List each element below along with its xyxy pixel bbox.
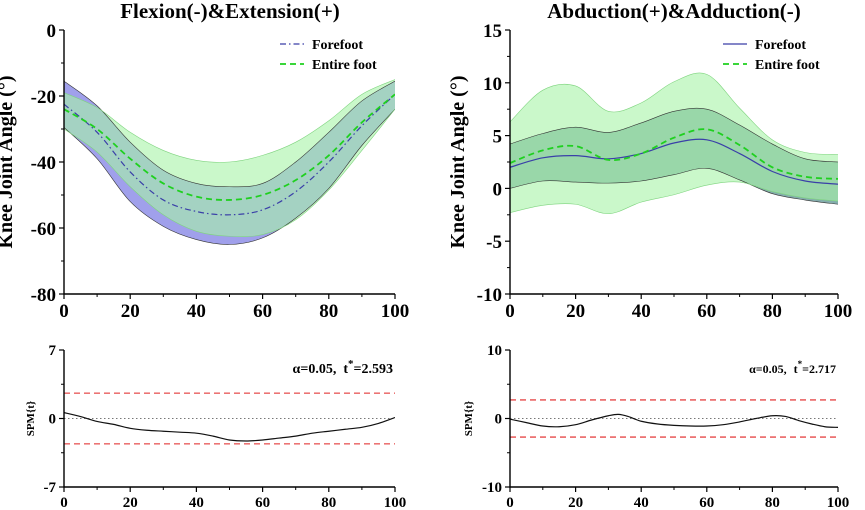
t-critical-value: =2.717 (802, 362, 836, 376)
chart-title: Abduction(+)&Adduction(-) (547, 0, 801, 23)
y-tick-label: 10 (483, 74, 502, 95)
x-tick-label: 60 (697, 301, 716, 322)
y-tick-label: 7 (49, 343, 57, 359)
alpha-annotation: α=0.05, t*=2.717 (749, 359, 836, 376)
t-symbol: t (794, 362, 798, 376)
x-tick-label: 80 (321, 495, 336, 510)
x-tick-label: 20 (566, 301, 585, 322)
mean-line-entire-foot (64, 93, 395, 201)
y-axis-label: Knee Joint Angle (°) (0, 76, 17, 249)
t-symbol: t (343, 362, 348, 377)
sd-band-entire-foot (64, 79, 395, 237)
alpha-annotation: α=0.05, t*=2.593 (293, 358, 393, 377)
y-tick-label: -7 (44, 480, 57, 496)
x-tick-label: 100 (384, 495, 407, 510)
sd-lower-edge (510, 167, 838, 205)
y-tick-label: -80 (31, 285, 56, 306)
x-tick-label: 40 (189, 495, 204, 510)
x-tick-label: 80 (763, 301, 782, 322)
x-tick-label: 60 (253, 301, 272, 322)
mean-line-forefoot (510, 138, 838, 185)
legend-label-entire-foot: Entire foot (312, 58, 377, 73)
y-tick-label: 10 (487, 343, 502, 359)
y-tick-label: 15 (483, 21, 502, 42)
sd-lower-edge (64, 108, 395, 245)
legend-label-forefoot: Forefoot (312, 38, 363, 53)
y-tick-label: -10 (477, 285, 502, 306)
x-tick-label: 80 (765, 495, 780, 510)
x-tick-label: 60 (255, 495, 270, 510)
x-tick-label: 40 (632, 301, 651, 322)
alpha-value: α=0.05, (749, 362, 787, 376)
mean-line-entire-foot (510, 128, 838, 180)
alpha-value: α=0.05, (293, 362, 337, 377)
x-tick-label: 0 (59, 301, 69, 322)
x-tick-label: 100 (827, 495, 850, 510)
sd-upper-edge (64, 79, 395, 163)
legend-label-entire-foot: Entire foot (755, 58, 820, 73)
x-tick-label: 0 (506, 495, 514, 510)
chart-p2: Abduction(+)&Adduction(-) Forefoot Entire … (447, 0, 852, 322)
y-tick-label: -40 (31, 153, 56, 174)
x-tick-label: 0 (60, 495, 68, 510)
sd-lower-edge (510, 181, 838, 215)
plot-area (64, 79, 395, 245)
x-tick-label: 100 (381, 301, 410, 322)
y-tick-label: 0 (49, 412, 57, 428)
x-tick-label: 80 (319, 301, 338, 322)
chart-title: Flexion(-)&Extension(+) (120, 0, 340, 23)
sd-upper-edge (510, 107, 838, 163)
legend-label-forefoot: Forefoot (755, 38, 806, 53)
y-tick-label: -20 (31, 87, 56, 108)
y-tick-label: 5 (493, 127, 503, 148)
x-tick-label: 40 (634, 495, 649, 510)
spm-curve (510, 413, 838, 429)
y-tick-label: 0 (493, 179, 503, 200)
y-tick-label: 0 (495, 412, 503, 428)
t-star: * (348, 358, 354, 370)
t-critical-value: =2.593 (354, 362, 393, 377)
mean-line-forefoot (64, 93, 395, 216)
plot-area (64, 392, 395, 445)
y-tick-label: -5 (486, 232, 502, 253)
y-tick-label: 0 (47, 21, 57, 42)
y-axis-label: SPM{t} (463, 401, 475, 437)
plot-area (510, 399, 838, 438)
y-tick-label: -10 (482, 480, 502, 496)
x-tick-label: 20 (123, 495, 138, 510)
sd-upper-edge (510, 72, 838, 155)
spm-curve (64, 412, 395, 442)
y-tick-label: -60 (31, 219, 56, 240)
x-tick-label: 40 (187, 301, 206, 322)
sd-upper-edge (64, 80, 395, 188)
y-axis-label: SPM{t} (25, 401, 37, 437)
x-tick-label: 60 (699, 495, 714, 510)
t-star: * (798, 359, 803, 369)
x-tick-label: 0 (505, 301, 515, 322)
x-tick-label: 20 (121, 301, 140, 322)
y-axis-label: Knee Joint Angle (°) (447, 76, 469, 249)
x-tick-label: 100 (824, 301, 853, 322)
x-tick-label: 20 (568, 495, 583, 510)
plot-area (510, 72, 838, 215)
chart-p1: Flexion(-)&Extension(+) Forefoot Entire fo… (0, 0, 409, 322)
sd-lower-edge (64, 109, 395, 237)
